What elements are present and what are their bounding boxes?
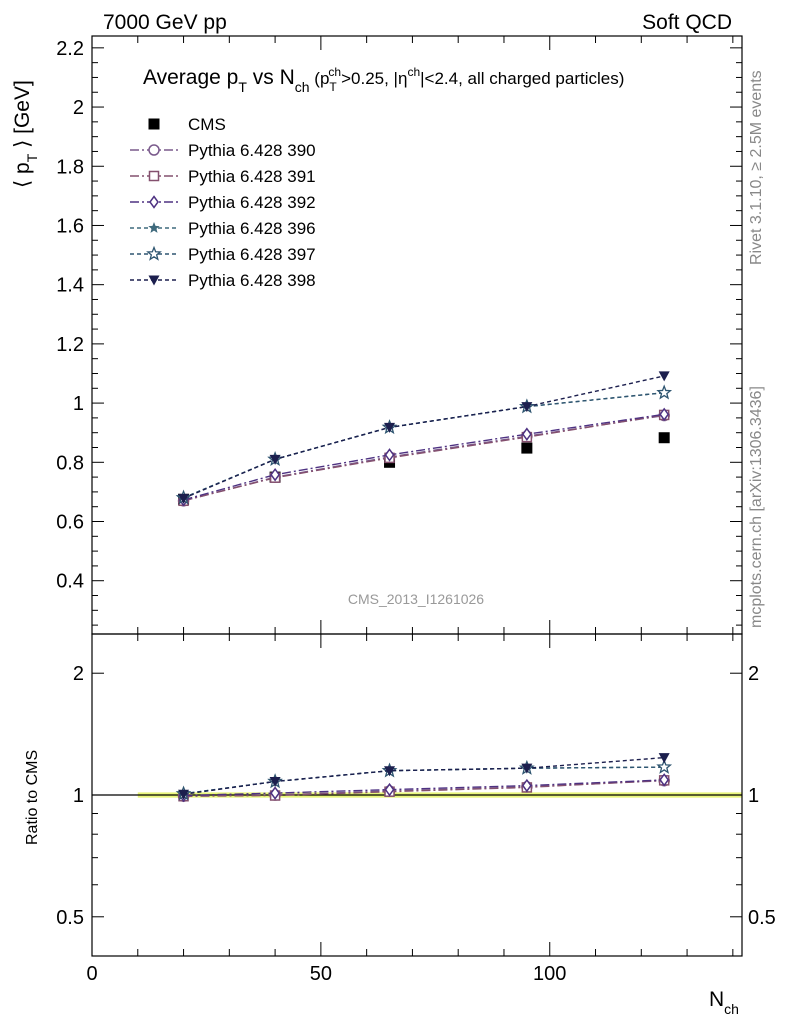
y-tick-label: 0.6	[56, 512, 84, 534]
x-tick-label: 100	[533, 963, 566, 985]
data-point	[269, 454, 281, 465]
legend-marker	[148, 275, 160, 286]
data-point	[656, 384, 673, 400]
analysis-id: CMS_2013_I1261026	[348, 591, 484, 607]
data-point	[521, 427, 532, 441]
data-point	[521, 442, 533, 454]
ratio-y-tick-label: 0.5	[56, 907, 84, 929]
legend-label: Pythia 6.428 397	[188, 245, 316, 264]
data-point	[384, 422, 396, 433]
legend-marker	[146, 245, 162, 261]
legend-label: Pythia 6.428 391	[188, 167, 316, 186]
series-4	[177, 386, 670, 503]
data-point	[659, 407, 670, 422]
y-tick-label: 1.2	[56, 334, 84, 356]
ratio-y-tick-label-right: 2	[748, 663, 759, 685]
legend-marker	[148, 118, 160, 130]
legend: CMS Pythia 6.428 390 Pythia 6.428 391 Pythi…	[130, 115, 316, 290]
y-tick-label: 1.6	[56, 215, 84, 237]
data-point	[521, 402, 533, 413]
series-0	[178, 432, 670, 505]
y-tick-label: 0.8	[56, 452, 84, 474]
legend-label: Pythia 6.428 396	[188, 219, 316, 238]
ratio-data-point	[270, 786, 281, 800]
series-2	[178, 409, 670, 507]
legend-marker	[148, 144, 160, 156]
header-left: 7000 GeV pp	[103, 11, 227, 34]
series-6	[178, 371, 670, 504]
ratio-data-point	[521, 763, 533, 774]
y-axis-label: ⟨ pT ⟩ [GeV]	[11, 80, 40, 188]
ratio-y-tick-label: 2	[73, 663, 84, 685]
ratio-series-5	[178, 753, 670, 800]
ratio-band-layer	[92, 792, 742, 798]
source-label: mcplots.cern.ch [arXiv:1306.3436]	[748, 386, 765, 628]
legend-item: Pythia 6.428 392	[130, 193, 316, 212]
ratio-data-point	[384, 782, 395, 797]
data-point	[270, 467, 281, 482]
legend-marker	[148, 222, 160, 233]
series-5	[175, 384, 673, 505]
legend-item: Pythia 6.428 390	[130, 141, 316, 160]
legend-label: Pythia 6.428 392	[188, 193, 316, 212]
rivet-version-label: Rivet 3.1.10, ≥ 2.5M events	[748, 70, 765, 265]
ticks-layer: 0.4 0.6 0.8 1 1.2 1.4 1.6 1.8 2 2.2 0 50 100 0.5 0.5 1 1…	[56, 36, 776, 985]
ratio-plot-frame	[91, 633, 743, 957]
ratio-data-point	[178, 789, 190, 800]
ratio-data-point	[659, 773, 670, 787]
data-point	[384, 448, 395, 462]
data-point	[658, 371, 670, 382]
plot-title: Average pT vs Nch (pTch>0.25, |ηch|<2.4,…	[143, 65, 624, 95]
series-1	[177, 409, 670, 507]
y-tick-label: 1	[73, 393, 84, 415]
legend-item: Pythia 6.428 396	[130, 219, 316, 238]
header-right: Soft QCD	[642, 11, 732, 34]
series-layer	[175, 371, 673, 803]
ratio-y-tick-label-right: 1	[748, 785, 759, 807]
y-tick-label: 1.8	[56, 156, 84, 178]
ratio-data-point	[269, 776, 281, 787]
legend-label: Pythia 6.428 398	[188, 271, 316, 290]
ratio-y-tick-label: 1	[73, 785, 84, 807]
legend-item: Pythia 6.428 397	[130, 245, 316, 264]
ratio-data-point	[658, 753, 670, 764]
x-tick-label: 50	[310, 963, 332, 985]
ratio-data-point	[656, 758, 673, 774]
series-3	[178, 407, 670, 507]
legend-label: CMS	[188, 115, 226, 134]
data-point	[658, 432, 670, 444]
series-line	[183, 414, 665, 502]
legend-item: Pythia 6.428 391	[130, 167, 316, 186]
x-axis-label: Nch	[709, 988, 739, 1017]
series-line	[183, 414, 665, 502]
data-point	[178, 493, 190, 504]
y-tick-label: 2.2	[56, 38, 84, 60]
legend-item: Pythia 6.428 398	[130, 271, 316, 290]
legend-marker	[149, 195, 159, 209]
legend-label: Pythia 6.428 390	[188, 141, 316, 160]
legend-marker	[148, 170, 160, 182]
ratio-y-axis-label: Ratio to CMS	[24, 750, 41, 845]
y-tick-label: 2	[73, 97, 84, 119]
y-tick-label: 1.4	[56, 275, 84, 297]
x-tick-label: 0	[86, 963, 97, 985]
y-tick-label: 0.4	[56, 571, 84, 593]
legend-item: CMS	[148, 115, 226, 134]
ratio-y-tick-label-right: 0.5	[748, 907, 776, 929]
ratio-data-point	[384, 766, 396, 777]
ratio-data-point	[521, 778, 532, 793]
